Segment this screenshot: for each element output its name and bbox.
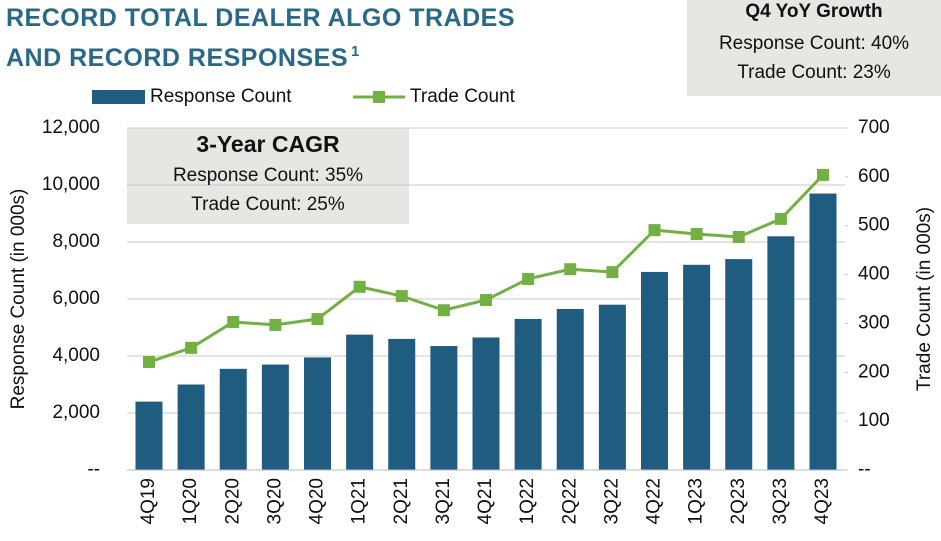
x-tick-label: 3Q21 [433, 478, 454, 524]
bar [683, 264, 711, 470]
y2-tick-label: 500 [858, 215, 890, 236]
bar [514, 318, 542, 470]
bar [304, 357, 331, 470]
legend-swatch [92, 90, 145, 104]
y-tick-label: 8,000 [52, 231, 100, 252]
line-marker [732, 230, 745, 243]
x-tick-label: 4Q22 [644, 478, 665, 524]
y-tick-label: 12,000 [42, 117, 100, 138]
y2-tick-label: 600 [858, 166, 890, 187]
x-tick-label: 3Q20 [264, 478, 285, 524]
legend-label: Response Count [150, 86, 292, 107]
y-tick-label: -- [87, 459, 100, 480]
annotation-title: 3-Year CAGR [196, 131, 340, 157]
y-tick-label: 10,000 [42, 174, 100, 195]
line-marker [437, 304, 450, 317]
title-line: AND RECORD RESPONSES [6, 44, 348, 72]
cagr-box [127, 128, 409, 224]
x-tick-label: 4Q20 [307, 478, 328, 524]
line-marker [480, 293, 492, 306]
x-tick-label: 1Q22 [517, 478, 538, 524]
chart-title: RECORD TOTAL DEALER ALGO TRADES AND RECOR… [6, 4, 515, 72]
y2-tick-label: 700 [858, 117, 890, 138]
legend-swatch [373, 91, 385, 103]
x-tick-label: 2Q20 [222, 478, 243, 524]
title-footnote: 1 [351, 43, 359, 60]
y-tick-label: 4,000 [52, 345, 100, 366]
x-tick-label: 2Q21 [391, 478, 412, 524]
bar [641, 271, 668, 470]
y2-tick-label: 300 [858, 312, 890, 333]
bar [430, 346, 458, 470]
x-tick-label: 4Q23 [812, 478, 833, 524]
line-marker [690, 228, 703, 241]
line-marker [395, 290, 408, 303]
yoy-box [687, 0, 941, 96]
line-marker [606, 266, 619, 279]
line-marker [564, 263, 577, 276]
x-tick-label: 2Q22 [559, 478, 580, 524]
annotation-line: Response Count: 40% [719, 33, 909, 54]
legend-label: Trade Count [410, 86, 516, 107]
bar [135, 401, 163, 470]
x-tick-label: 1Q21 [349, 478, 370, 524]
y2-tick-label: -- [858, 459, 871, 480]
line-marker [311, 313, 324, 326]
annotation-title: Q4 YoY Growth [745, 1, 882, 22]
bar [346, 334, 374, 470]
line-marker [353, 280, 366, 293]
bar [388, 338, 416, 470]
bar [556, 308, 584, 470]
x-tick-label: 4Q21 [475, 478, 496, 524]
line-marker [143, 356, 155, 369]
x-tick-label: 4Q19 [138, 478, 159, 524]
x-tick-label: 2Q23 [728, 478, 749, 524]
x-tick-label: 1Q23 [686, 478, 707, 524]
bar [177, 384, 205, 470]
line-marker [522, 272, 535, 285]
line-marker [648, 224, 661, 237]
y-tick-label: 2,000 [52, 402, 100, 423]
line-marker [269, 318, 282, 331]
x-tick-label: 1Q20 [180, 478, 201, 524]
bar [219, 368, 247, 470]
bar [472, 337, 500, 470]
title-line: RECORD TOTAL DEALER ALGO TRADES [6, 4, 515, 32]
y2-tick-label: 100 [858, 410, 890, 431]
bar [598, 304, 626, 470]
y2-axis-title: Trade Count (in 000s) [914, 207, 935, 391]
y2-tick-label: 200 [858, 361, 890, 382]
bar [767, 236, 795, 470]
x-tick-label: 3Q22 [601, 478, 622, 524]
y2-tick-label: 400 [858, 264, 890, 285]
bar [725, 259, 753, 470]
annotation-line: Trade Count: 23% [737, 62, 891, 83]
bar [261, 364, 289, 470]
annotation-line: Response Count: 35% [173, 165, 363, 186]
line-marker [185, 341, 198, 354]
x-tick-label: 3Q23 [770, 478, 791, 524]
annotation-line: Trade Count: 25% [191, 194, 345, 215]
y-tick-label: 6,000 [52, 288, 100, 309]
line-marker [774, 212, 787, 225]
y-axis-title: Response Count (in 000s) [8, 189, 29, 410]
line-marker [227, 315, 240, 328]
bar [809, 193, 837, 471]
line-marker [817, 168, 829, 181]
